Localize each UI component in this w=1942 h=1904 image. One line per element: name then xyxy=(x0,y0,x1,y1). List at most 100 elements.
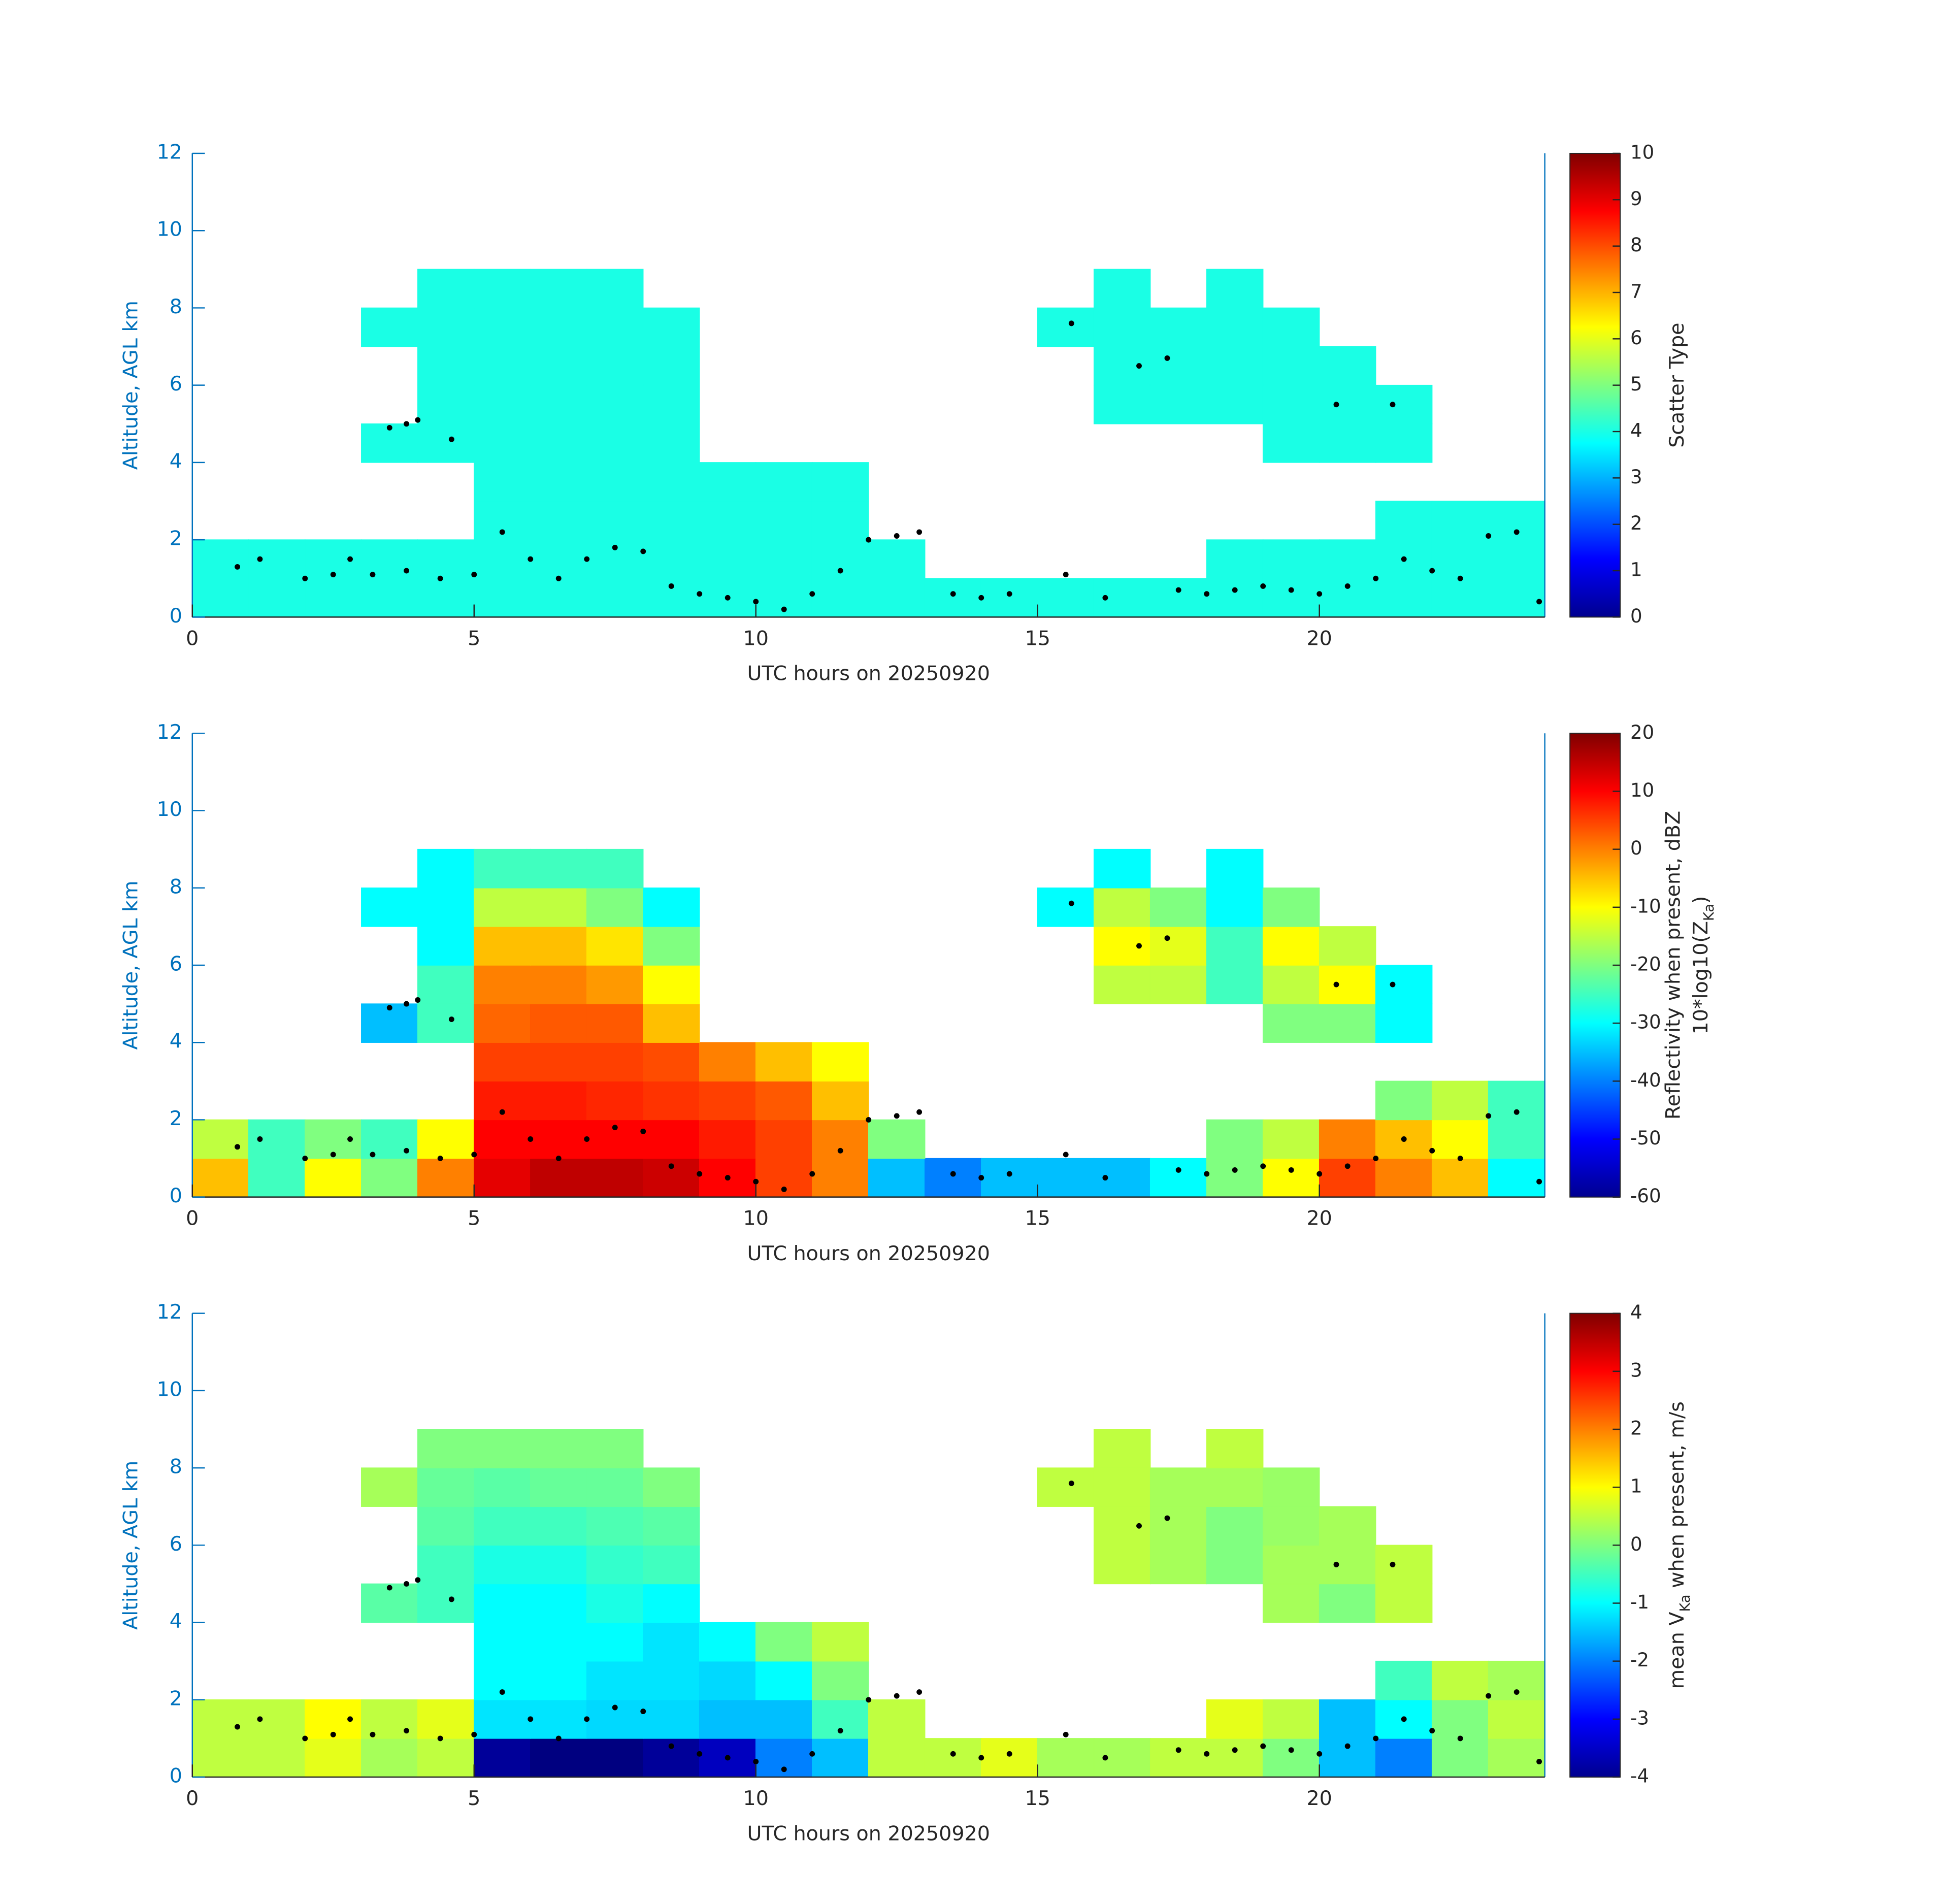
heatmap-cell xyxy=(1206,539,1264,579)
heatmap-cell xyxy=(417,1429,475,1468)
colorbar-tick-label: 5 xyxy=(1630,373,1642,395)
heatmap-cell xyxy=(248,1158,306,1198)
heatmap-cell xyxy=(1149,1738,1207,1778)
overlay-dot xyxy=(499,1689,505,1695)
heatmap-cell xyxy=(417,578,475,618)
colorbar xyxy=(1569,1312,1621,1778)
heatmap-cell xyxy=(474,1119,531,1159)
heatmap-cell xyxy=(1206,1467,1264,1507)
overlay-dot xyxy=(612,1704,618,1711)
colorbar-tick-label: 1 xyxy=(1630,559,1642,581)
heatmap-cell xyxy=(1431,1080,1489,1121)
heatmap-cell xyxy=(474,346,531,386)
heatmap-cell xyxy=(1319,1699,1376,1739)
heatmap-cell xyxy=(811,462,869,502)
colorbar-tick-label: 10 xyxy=(1630,141,1654,163)
x-tick-label: 10 xyxy=(743,1787,769,1810)
overlay-dot xyxy=(471,1731,477,1737)
x-tick-label: 10 xyxy=(743,627,769,650)
overlay-dot xyxy=(499,529,505,535)
overlay-dot xyxy=(1232,1167,1238,1173)
heatmap-cell xyxy=(1375,423,1433,463)
colorbar-label-text: Scatter Type xyxy=(1665,322,1689,447)
colorbar-tick-label: 6 xyxy=(1630,327,1642,349)
y-axis-label: Altitude, AGL km xyxy=(119,301,142,470)
heatmap-cell xyxy=(530,307,587,347)
heatmap-cell xyxy=(1431,1158,1489,1198)
heatmap-cell xyxy=(1093,1467,1151,1507)
heatmap-cell xyxy=(1037,578,1095,618)
overlay-dot xyxy=(1390,402,1396,408)
colorbar-tick-label: 8 xyxy=(1630,234,1642,256)
colorbar-label-text: 10*log10(Z xyxy=(1689,921,1713,1034)
heatmap-cell xyxy=(474,1545,531,1585)
overlay-dot xyxy=(1063,1152,1069,1158)
y-tick-label: 10 xyxy=(157,798,182,821)
overlay-dot xyxy=(1333,402,1339,408)
overlay-dot xyxy=(916,529,923,535)
heatmap-cell xyxy=(417,307,475,347)
heatmap-cell xyxy=(1149,1506,1207,1546)
y-tick-label: 2 xyxy=(170,1687,182,1710)
overlay-dot xyxy=(725,1175,731,1181)
y-tick-label: 12 xyxy=(157,720,182,744)
overlay-dot xyxy=(1136,1523,1142,1529)
heatmap-cell xyxy=(1206,888,1264,927)
heatmap-cell xyxy=(643,1622,700,1662)
heatmap-cell xyxy=(643,1545,700,1585)
heatmap-cell xyxy=(868,1738,926,1778)
heatmap-cell xyxy=(248,578,306,618)
overlay-dot xyxy=(697,591,703,597)
heatmap-cell xyxy=(1262,888,1320,927)
colorbar-tick-label: 1 xyxy=(1630,1475,1642,1497)
heatmap-cell xyxy=(530,1429,587,1468)
y-tick-label: 8 xyxy=(170,295,182,318)
overlay-dot xyxy=(697,1751,703,1757)
heatmap-cell xyxy=(474,269,531,309)
heatmap-cell xyxy=(1093,965,1151,1004)
heatmap-cell xyxy=(1206,926,1264,966)
x-tick-label: 5 xyxy=(468,1787,480,1810)
heatmap-cell xyxy=(755,1699,813,1739)
heatmap-cell xyxy=(1488,1738,1545,1778)
overlay-dot xyxy=(555,1735,562,1742)
overlay-dot xyxy=(1260,1743,1266,1749)
overlay-dot xyxy=(1536,599,1542,605)
heatmap-cell xyxy=(868,1158,926,1198)
overlay-dot xyxy=(1513,1689,1520,1695)
heatmap-cell xyxy=(417,423,475,463)
y-tick-label: 0 xyxy=(170,1184,182,1207)
overlay-dot xyxy=(404,421,410,427)
overlay-dot xyxy=(1333,981,1339,988)
colorbar-tick-label: -30 xyxy=(1630,1011,1661,1033)
overlay-dot xyxy=(1175,587,1181,593)
heatmap-cell xyxy=(699,1080,756,1121)
overlay-dot xyxy=(950,1751,956,1757)
heatmap-cell xyxy=(1037,1467,1095,1507)
heatmap-cell xyxy=(1093,578,1151,618)
overlay-dot xyxy=(1260,583,1266,589)
heatmap-cell xyxy=(1206,384,1264,424)
colorbar-tick-label: -3 xyxy=(1630,1707,1649,1729)
heatmap-cell xyxy=(192,1119,249,1159)
heatmap-cell xyxy=(474,1506,531,1546)
overlay-dot xyxy=(1390,981,1396,988)
overlay-dot xyxy=(612,544,618,550)
overlay-dot xyxy=(866,1697,872,1703)
overlay-dot xyxy=(404,568,410,574)
heatmap-cell xyxy=(1262,1583,1320,1623)
y-tick-label: 2 xyxy=(170,527,182,550)
heatmap-cell xyxy=(530,539,587,579)
colorbar-label: mean VKa when present, m/s xyxy=(1665,1401,1694,1689)
heatmap-cell xyxy=(1488,578,1545,618)
heatmap-cell xyxy=(305,578,362,618)
overlay-dot xyxy=(809,1171,815,1177)
overlay-dot xyxy=(386,1005,392,1011)
heatmap-cell xyxy=(1149,1545,1207,1585)
overlay-dot xyxy=(753,1759,759,1764)
heatmap-cell xyxy=(755,1622,813,1662)
heatmap-cell xyxy=(474,1158,531,1198)
overlay-dot xyxy=(1401,1136,1407,1142)
heatmap-cell xyxy=(417,1738,475,1778)
heatmap-cell xyxy=(192,578,249,618)
